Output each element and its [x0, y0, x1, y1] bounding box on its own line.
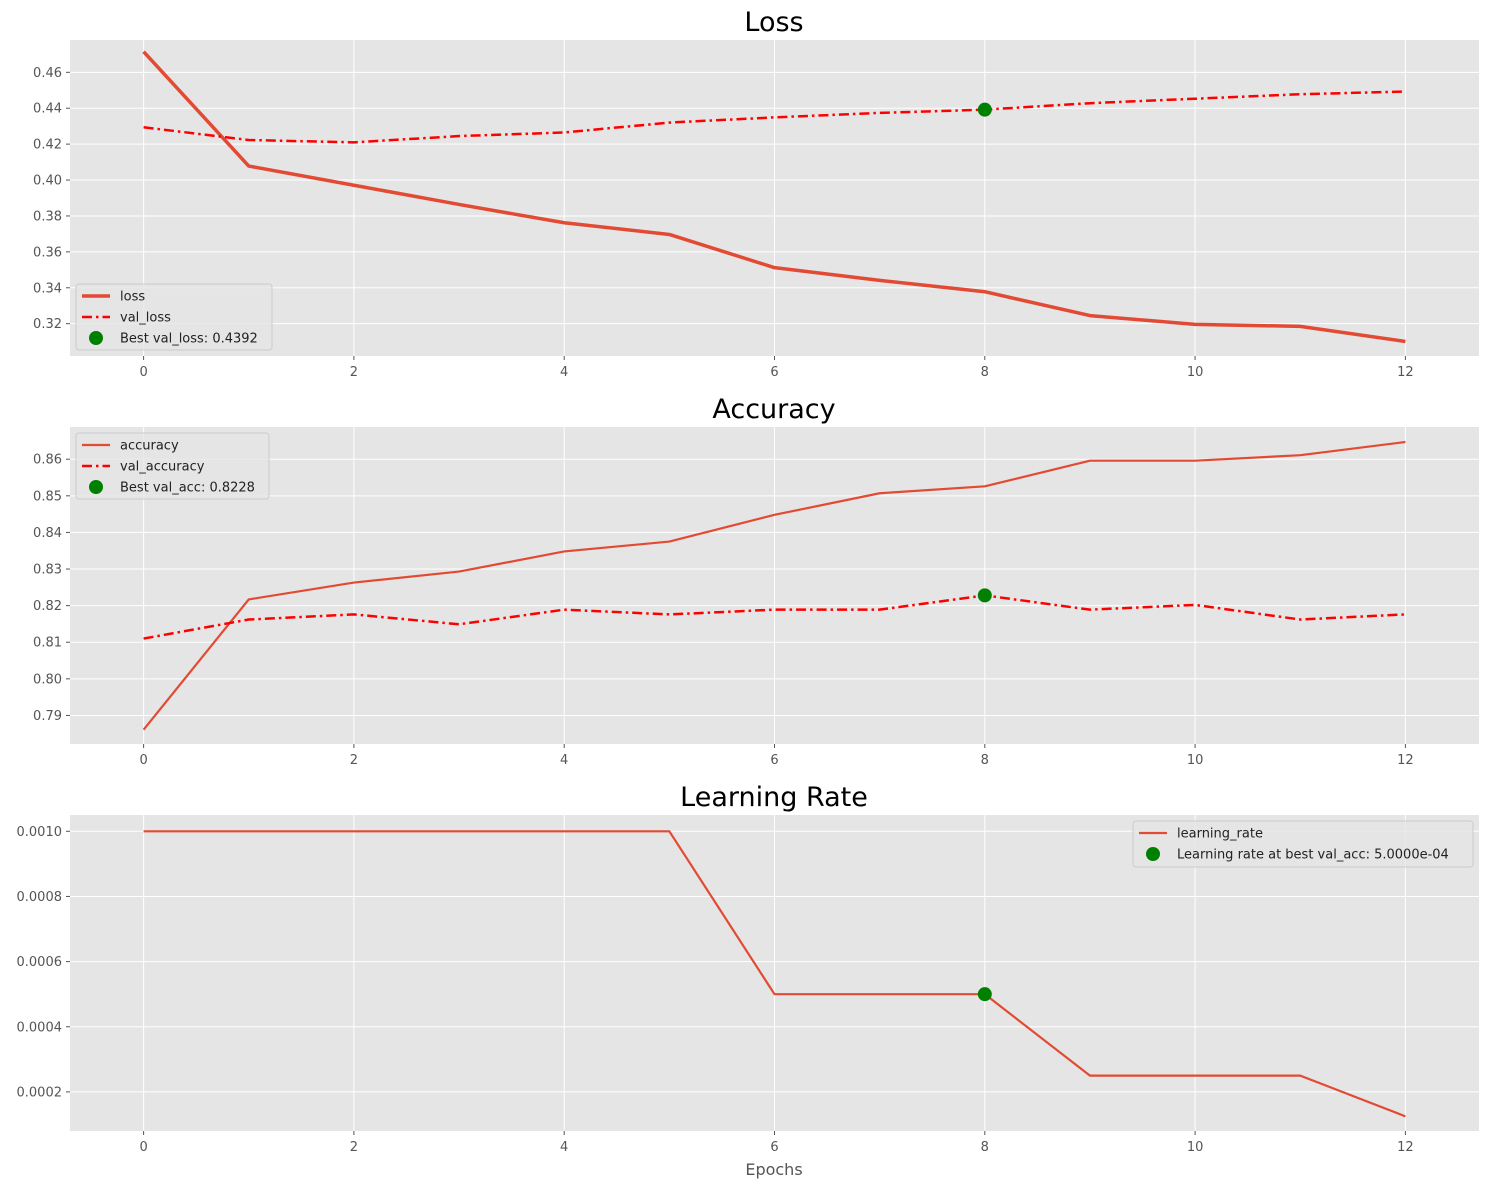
legend-marker-swatch	[1146, 847, 1160, 861]
legend-frame	[75, 283, 273, 351]
legend-label: learning_rate	[1177, 827, 1263, 842]
best-value-marker	[977, 102, 992, 117]
x-tick-label: 6	[770, 753, 778, 768]
y-tick-label: 0.0004	[17, 1020, 63, 1035]
x-tick-label: 8	[981, 1140, 989, 1155]
legend-label: Learning rate at best val_acc: 5.0000e-0…	[1177, 848, 1449, 863]
y-tick-label: 0.44	[33, 102, 62, 117]
epochs-axis-label: Epochs	[745, 1160, 802, 1179]
loss-chart: Loss 0 2 4 6 8 10 12 0.32 0.34 0.36 0.38 0.40 0.42 0.…	[33, 7, 1479, 380]
x-tick-label: 12	[1397, 365, 1414, 380]
y-tick-label: 0.80	[33, 672, 62, 687]
series-line-val-loss	[143, 90, 1406, 144]
y-tick-label: 0.40	[33, 174, 62, 189]
y-tick-label: 0.38	[33, 209, 62, 224]
y-tick-label: 0.42	[33, 138, 62, 153]
y-tick-label: 0.32	[33, 317, 62, 332]
accuracy-legend: accuracy val_accuracy Best val_acc: 0.8228	[75, 432, 270, 500]
legend-label: Best val_acc: 0.8228	[120, 481, 255, 496]
x-tick-label: 8	[981, 365, 989, 380]
legend-label: val_accuracy	[120, 460, 205, 475]
x-tick-label: 0	[139, 365, 147, 380]
legend-label: val_loss	[120, 311, 171, 326]
x-tick-label: 10	[1187, 1140, 1204, 1155]
learning-rate-legend: learning_rate Learning rate at best val_a…	[1132, 820, 1474, 868]
x-tick-label: 0	[139, 1140, 147, 1155]
best-value-marker	[977, 588, 992, 603]
x-tick-label: 6	[770, 1140, 778, 1155]
loss-chart-title: Loss	[744, 7, 803, 38]
legend-marker-swatch	[89, 480, 103, 494]
x-tick-label: 6	[770, 365, 778, 380]
x-tick-label: 12	[1397, 753, 1414, 768]
series-line-learning-rate	[143, 830, 1406, 1118]
x-tick-label: 8	[981, 753, 989, 768]
y-tick-label: 0.0002	[17, 1085, 63, 1100]
x-tick-label: 2	[350, 753, 358, 768]
loss-legend: loss val_loss Best val_loss: 0.4392	[75, 283, 273, 351]
y-tick-label: 0.0008	[17, 890, 63, 905]
x-tick-label: 12	[1397, 1140, 1414, 1155]
legend-frame	[1132, 820, 1474, 868]
x-tick-label: 4	[560, 365, 568, 380]
series-line-val-accuracy	[143, 594, 1406, 640]
y-tick-label: 0.86	[33, 453, 62, 468]
y-tick-label: 0.0010	[17, 825, 63, 840]
y-tick-label: 0.34	[33, 281, 62, 296]
x-tick-label: 0	[139, 753, 147, 768]
y-tick-label: 0.84	[33, 526, 62, 541]
x-tick-label: 2	[350, 365, 358, 380]
legend-frame	[75, 432, 270, 500]
legend-label: loss	[120, 290, 145, 305]
x-tick-label: 4	[560, 1140, 568, 1155]
y-tick-label: 0.85	[33, 489, 62, 504]
y-tick-label: 0.82	[33, 599, 62, 614]
legend-label: Best val_loss: 0.4392	[120, 332, 258, 347]
best-value-marker	[977, 987, 992, 1002]
x-tick-label: 10	[1187, 753, 1204, 768]
series-line-loss	[142, 50, 1406, 344]
y-tick-label: 0.46	[33, 66, 62, 81]
y-tick-label: 0.79	[33, 709, 62, 724]
accuracy-chart-title: Accuracy	[712, 394, 835, 425]
x-tick-label: 10	[1187, 365, 1204, 380]
accuracy-chart: Accuracy 0 2 4 6 8 10 12 0.79 0.80 0.81 0.82 0.83 0.…	[33, 394, 1479, 768]
y-tick-label: 0.36	[33, 245, 62, 260]
learning-rate-chart-title: Learning Rate	[680, 782, 868, 813]
x-tick-label: 4	[560, 753, 568, 768]
learning-rate-chart: Learning Rate Epochs 0 2 4 6 8 10 12 0.0002 0.00…	[17, 782, 1479, 1179]
y-tick-label: 0.83	[33, 563, 62, 578]
legend-label: accuracy	[120, 439, 179, 454]
legend-marker-swatch	[89, 331, 103, 345]
y-tick-label: 0.0006	[17, 955, 63, 970]
x-tick-label: 2	[350, 1140, 358, 1155]
series-line-accuracy	[142, 440, 1406, 731]
y-tick-label: 0.81	[33, 636, 62, 651]
